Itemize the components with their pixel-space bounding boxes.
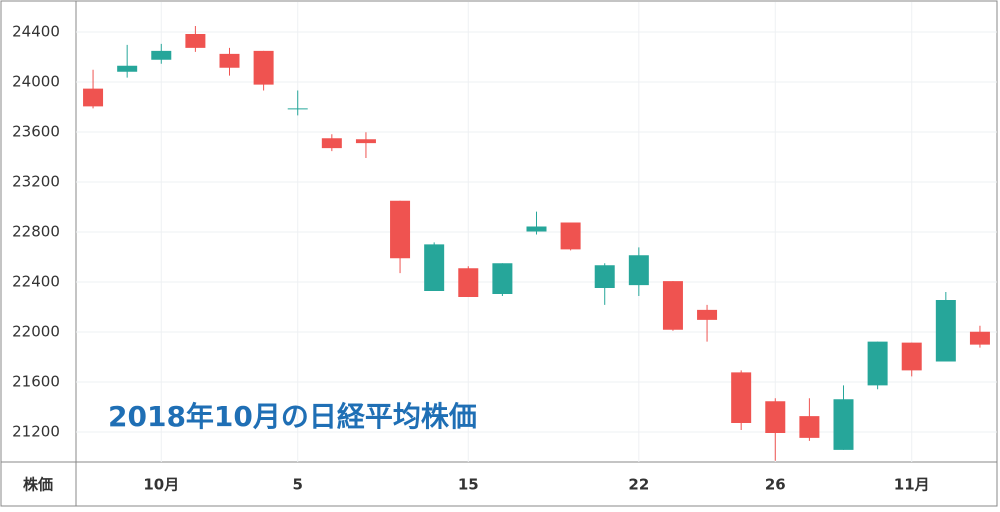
candle-body xyxy=(731,372,752,423)
y-tick-label: 22800 xyxy=(12,223,60,241)
x-tick-label: 11月 xyxy=(894,476,930,494)
y-tick-label: 21600 xyxy=(12,373,60,391)
candle-body xyxy=(697,309,718,320)
candle-body xyxy=(151,50,172,60)
candle-body xyxy=(628,255,649,286)
x-tick-label: 10月 xyxy=(143,476,179,494)
x-tick-label: 22 xyxy=(628,476,649,494)
candle-body xyxy=(219,53,240,68)
candle-body xyxy=(185,34,206,48)
candle-body xyxy=(969,331,990,345)
candle-body xyxy=(253,50,274,85)
y-tick-label: 21200 xyxy=(12,423,60,441)
candle-body xyxy=(765,401,786,433)
y-tick-label: 24400 xyxy=(12,23,60,41)
y-axis-label: 株価 xyxy=(23,476,53,494)
candle-body xyxy=(901,342,922,371)
candle-body xyxy=(321,138,342,149)
candle-body xyxy=(390,200,411,259)
candle-body xyxy=(662,281,683,330)
candle-body xyxy=(560,222,581,250)
y-tick-label: 23200 xyxy=(12,173,60,191)
candle-body xyxy=(355,139,376,144)
x-tick-label: 5 xyxy=(293,476,303,494)
candle-body xyxy=(594,265,615,288)
y-tick-label: 22000 xyxy=(12,323,60,341)
candle-body xyxy=(424,244,445,291)
candle-body xyxy=(83,88,104,107)
y-tick-label: 24000 xyxy=(12,73,60,91)
candle-body xyxy=(935,300,956,362)
candle-body xyxy=(458,268,479,297)
x-tick-label: 15 xyxy=(458,476,479,494)
annotation: 2018年10月の日経平均株価 xyxy=(108,400,477,433)
candle-body xyxy=(799,416,820,438)
candle-body xyxy=(287,108,308,110)
candle-body xyxy=(492,263,513,294)
candle-body xyxy=(117,65,138,72)
y-tick-label: 22400 xyxy=(12,273,60,291)
y-tick-label: 23600 xyxy=(12,123,60,141)
x-tick-label: 26 xyxy=(765,476,786,494)
candle-body xyxy=(867,341,888,386)
candle-body xyxy=(526,226,547,232)
candle-body xyxy=(833,399,854,450)
